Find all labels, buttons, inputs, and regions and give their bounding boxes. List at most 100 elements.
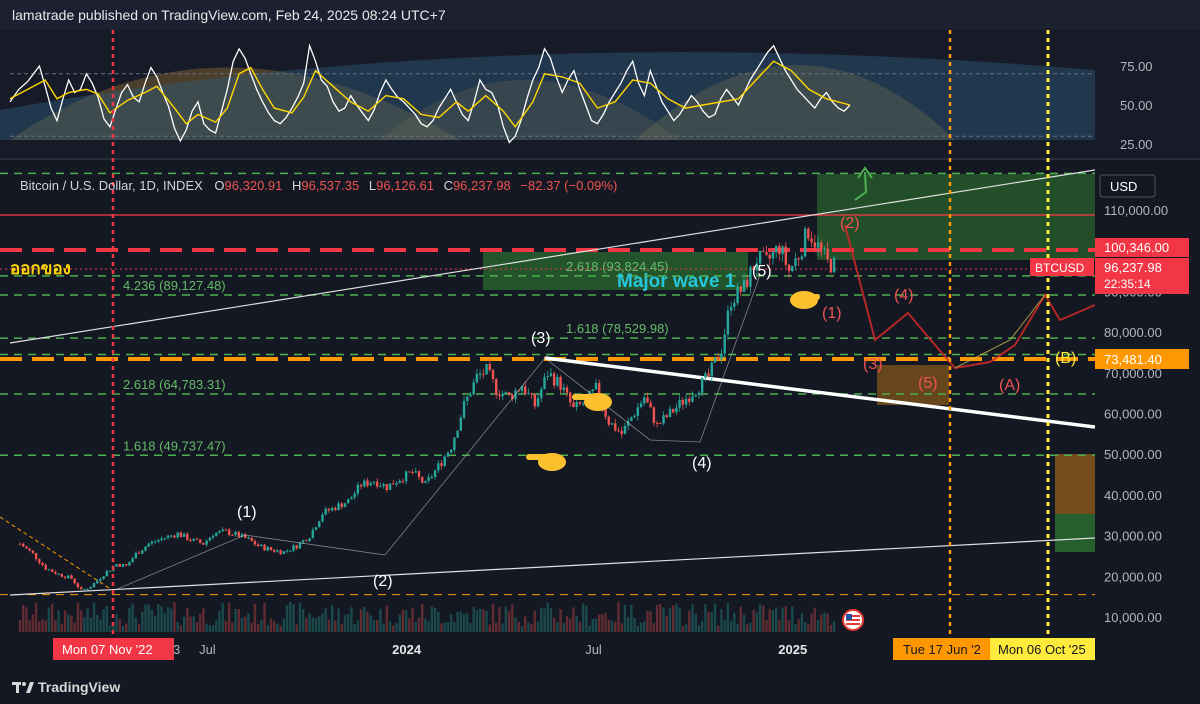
candle-body: [205, 540, 208, 545]
candle-body: [443, 456, 446, 466]
volume-bar: [736, 623, 739, 632]
price-tick: 50,000.00: [1104, 447, 1162, 462]
volume-bar: [433, 607, 437, 632]
volume-bar: [34, 602, 38, 632]
volume-bar: [787, 620, 791, 632]
volume-bar: [588, 625, 591, 632]
volume-bar: [520, 625, 524, 632]
candle-body: [633, 415, 636, 418]
volume-bar: [31, 614, 35, 632]
volume-bar: [633, 618, 636, 632]
candle-body: [327, 508, 331, 511]
candle-body: [511, 395, 514, 400]
volume-bar: [536, 621, 540, 632]
candle-body: [273, 550, 276, 552]
red-wave-label-3: (3): [863, 356, 883, 373]
volume-bar: [700, 621, 704, 632]
candle-body: [76, 583, 80, 588]
candle-body: [726, 310, 730, 335]
candle-body: [559, 376, 562, 390]
publish-text: lamatrade published on TradingView.com, …: [12, 7, 446, 23]
sell-label: ออกของ: [10, 259, 71, 278]
candle-body: [266, 547, 269, 551]
volume-bar: [115, 614, 118, 632]
oscillator-lines: [9, 43, 851, 144]
candle-body: [549, 373, 553, 376]
candle-body: [153, 541, 157, 543]
volume-bar: [755, 612, 759, 632]
candle-body: [485, 363, 488, 375]
candle-body: [717, 357, 720, 360]
orange-descending-line: [0, 516, 113, 591]
volume-bar: [498, 606, 501, 632]
candle-body: [330, 507, 334, 511]
candle-body: [697, 392, 701, 395]
cycle-arc-2: [380, 80, 680, 140]
volume-bar: [462, 613, 466, 632]
candle-body: [218, 531, 221, 533]
volume-bar: [630, 605, 633, 632]
volume-bar: [292, 604, 295, 632]
volume-bar: [495, 622, 498, 632]
candle-body: [791, 265, 794, 272]
wave-label-5: (5): [752, 263, 772, 280]
price-tick: 10,000.00: [1104, 610, 1162, 625]
volume-bar: [453, 621, 456, 632]
candle-body: [305, 540, 308, 542]
symbol-title: Bitcoin / U.S. Dollar, 1D, INDEX O96,320…: [20, 178, 617, 193]
candle-body: [359, 484, 363, 487]
volume-bar: [543, 608, 546, 632]
currency-button[interactable]: [1099, 174, 1156, 198]
volume-bar: [182, 616, 186, 632]
us-flag-icon[interactable]: [842, 609, 864, 631]
volume-bar: [112, 622, 115, 632]
volume-bar: [44, 620, 47, 632]
volume-bar: [765, 620, 768, 632]
candle-body: [430, 476, 434, 478]
candle-body: [446, 452, 450, 457]
volume-bar: [414, 621, 417, 632]
candle-body: [411, 472, 414, 474]
volume-bar: [321, 613, 324, 632]
pointing-hand-icon: [572, 393, 612, 411]
candle-body: [298, 542, 302, 549]
volume-bar: [218, 610, 221, 632]
volume-bar: [340, 624, 343, 632]
candle-body: [385, 484, 389, 490]
lower-channel-line: [9, 537, 1095, 596]
volume-bar: [192, 615, 195, 632]
volume-bar: [803, 622, 807, 632]
volume-bar: [813, 607, 816, 632]
time-axis[interactable]: 3 Jul 2024 Jul 2025: [173, 642, 807, 657]
candle-body: [659, 422, 662, 424]
volume-bar: [211, 625, 215, 632]
candle-body: [147, 543, 150, 547]
candle-body: [488, 363, 491, 371]
price-tick: 30,000.00: [1104, 529, 1162, 544]
volume-bar: [665, 615, 668, 632]
volume-bar: [784, 606, 788, 632]
date-tag-jun-text: Tue 17 Jun '2: [903, 642, 981, 657]
volume-bar: [311, 617, 315, 632]
volume-bar: [810, 613, 813, 632]
candle-body: [607, 416, 611, 425]
candle-body: [749, 266, 752, 287]
volume-bar: [697, 625, 701, 632]
candle-body: [729, 306, 733, 311]
volume-bar: [791, 606, 794, 632]
candle-body: [672, 408, 675, 413]
correction-trend-line: [544, 356, 1095, 429]
candle-body: [787, 264, 791, 272]
volume-bar: [47, 607, 51, 632]
volume-bar: [337, 608, 340, 632]
price-axis[interactable]: 110,000.0090,000.0080,000.0070,000.0060,…: [1104, 203, 1168, 625]
candle-body: [179, 532, 183, 537]
candle-body: [530, 393, 533, 395]
volume-bar: [771, 610, 775, 632]
candle-body: [105, 571, 109, 577]
candle-body: [63, 576, 67, 579]
volume-bar: [591, 618, 594, 632]
candle-body: [256, 544, 260, 547]
projected-red-path: [844, 224, 1095, 370]
